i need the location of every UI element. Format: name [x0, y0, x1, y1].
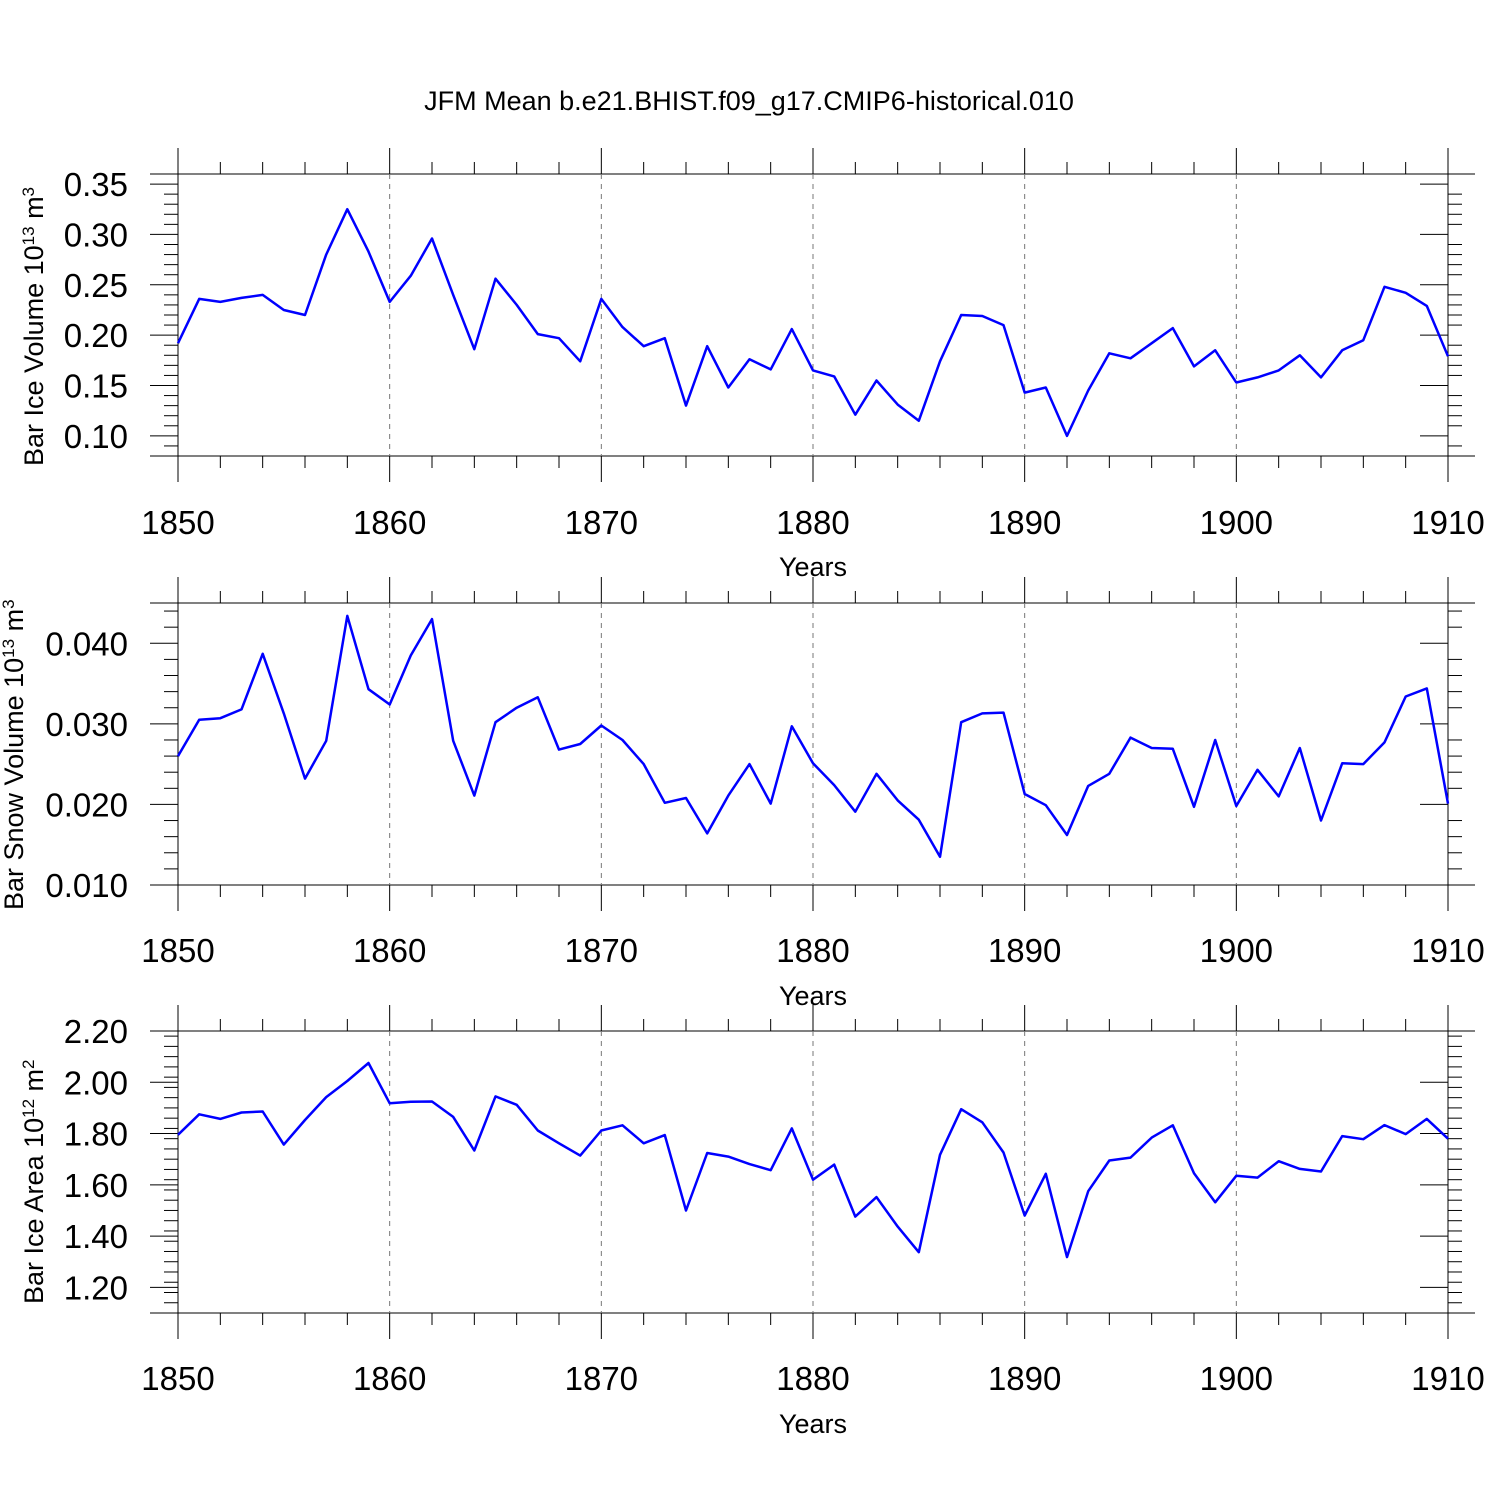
ylabel-exponent: 12 [19, 1099, 38, 1118]
ylabel-exponent: 13 [19, 226, 38, 245]
ice-area-series-line [177, 1061, 1449, 1259]
ylabel-exponent: 13 [0, 639, 18, 658]
snow-volume-x-tick-label: 1910 [1411, 932, 1484, 969]
ice-volume-x-tick-label: 1910 [1411, 504, 1484, 541]
ice-volume-y-tick-label: 0.20 [64, 317, 128, 354]
ylabel-text: Bar Ice Area 10 [19, 1118, 49, 1304]
ylabel-unit: m [19, 196, 49, 226]
ylabel-text: Bar Ice Volume 10 [19, 245, 49, 466]
snow-volume-x-tick-label: 1900 [1200, 932, 1273, 969]
ice-volume-series-line [176, 207, 1450, 438]
ylabel-text: Bar Snow Volume 10 [0, 658, 29, 910]
ice-area-y-tick-label: 2.20 [64, 1013, 128, 1050]
ice-volume-ylabel: Bar Ice Volume 1013 m3 [19, 187, 50, 466]
snow-volume-x-tick-label: 1870 [565, 932, 638, 969]
ice-area-y-tick-label: 1.20 [64, 1269, 128, 1306]
ice-area-y-tick-label: 1.60 [64, 1167, 128, 1204]
ice-volume-y-tick-label: 0.25 [64, 267, 128, 304]
snow-volume-x-tick-label: 1890 [988, 932, 1061, 969]
snow-volume-y-tick-label: 0.010 [45, 867, 128, 904]
ice-volume-x-tick-label: 1850 [141, 504, 214, 541]
ice-area-x-tick-label: 1850 [141, 1360, 214, 1397]
ice-volume-y-tick-label: 0.30 [64, 216, 128, 253]
ice-volume-y-tick-label: 0.10 [64, 418, 128, 455]
ice-volume-y-tick-label: 0.35 [64, 166, 128, 203]
ice-volume-x-tick-label: 1900 [1200, 504, 1273, 541]
ice-area-ylabel: Bar Ice Area 1012 m2 [19, 1059, 50, 1304]
snow-volume-series-line [176, 614, 1450, 859]
snow-volume-x-tick-label: 1860 [353, 932, 426, 969]
ice-area-y-tick-label: 1.40 [64, 1218, 128, 1255]
ylabel-unit: m [19, 1069, 49, 1099]
ice-volume-x-tick-label: 1890 [988, 504, 1061, 541]
ice-area-panel: Bar Ice Area 1012 m2 Years 1850 1860 1870 1… [19, 1005, 1485, 1439]
ice-area-x-tick-label: 1900 [1200, 1360, 1273, 1397]
ice-area-y-tick-label: 1.80 [64, 1116, 128, 1153]
ice-area-x-tick-label: 1880 [776, 1360, 849, 1397]
ice-volume-y-tick-label: 0.15 [64, 368, 128, 405]
snow-volume-x-tick-label: 1850 [141, 932, 214, 969]
snow-volume-y-tick-label: 0.040 [45, 625, 128, 662]
ice-volume-x-tick-label: 1880 [776, 504, 849, 541]
snow-volume-ylabel: Bar Snow Volume 1013 m3 [0, 599, 29, 910]
ice-area-xlabel: Years [779, 1409, 847, 1439]
ice-area-x-tick-label: 1890 [988, 1360, 1061, 1397]
snow-volume-panel: Bar Snow Volume 1013 m3 Years 1850 1860 18… [0, 577, 1485, 1011]
snow-volume-x-tick-label: 1880 [776, 932, 849, 969]
ylabel-unit-power: 3 [0, 599, 18, 608]
ice-volume-x-tick-label: 1870 [565, 504, 638, 541]
ice-area-y-tick-label: 2.00 [64, 1064, 128, 1101]
ylabel-unit-power: 3 [19, 187, 38, 196]
ylabel-unit: m [0, 609, 29, 639]
snow-volume-y-tick-label: 0.020 [45, 786, 128, 823]
ice-area-x-tick-label: 1870 [565, 1360, 638, 1397]
ylabel-unit-power: 2 [19, 1059, 38, 1068]
figure-title: JFM Mean b.e21.BHIST.f09_g17.CMIP6-histo… [424, 86, 1074, 116]
ice-volume-panel: Bar Ice Volume 1013 m3 Years 1850 1860 187… [19, 148, 1485, 582]
snow-volume-y-tick-label: 0.030 [45, 706, 128, 743]
ice-area-x-tick-label: 1910 [1411, 1360, 1484, 1397]
ice-area-x-tick-label: 1860 [353, 1360, 426, 1397]
ice-volume-x-tick-label: 1860 [353, 504, 426, 541]
